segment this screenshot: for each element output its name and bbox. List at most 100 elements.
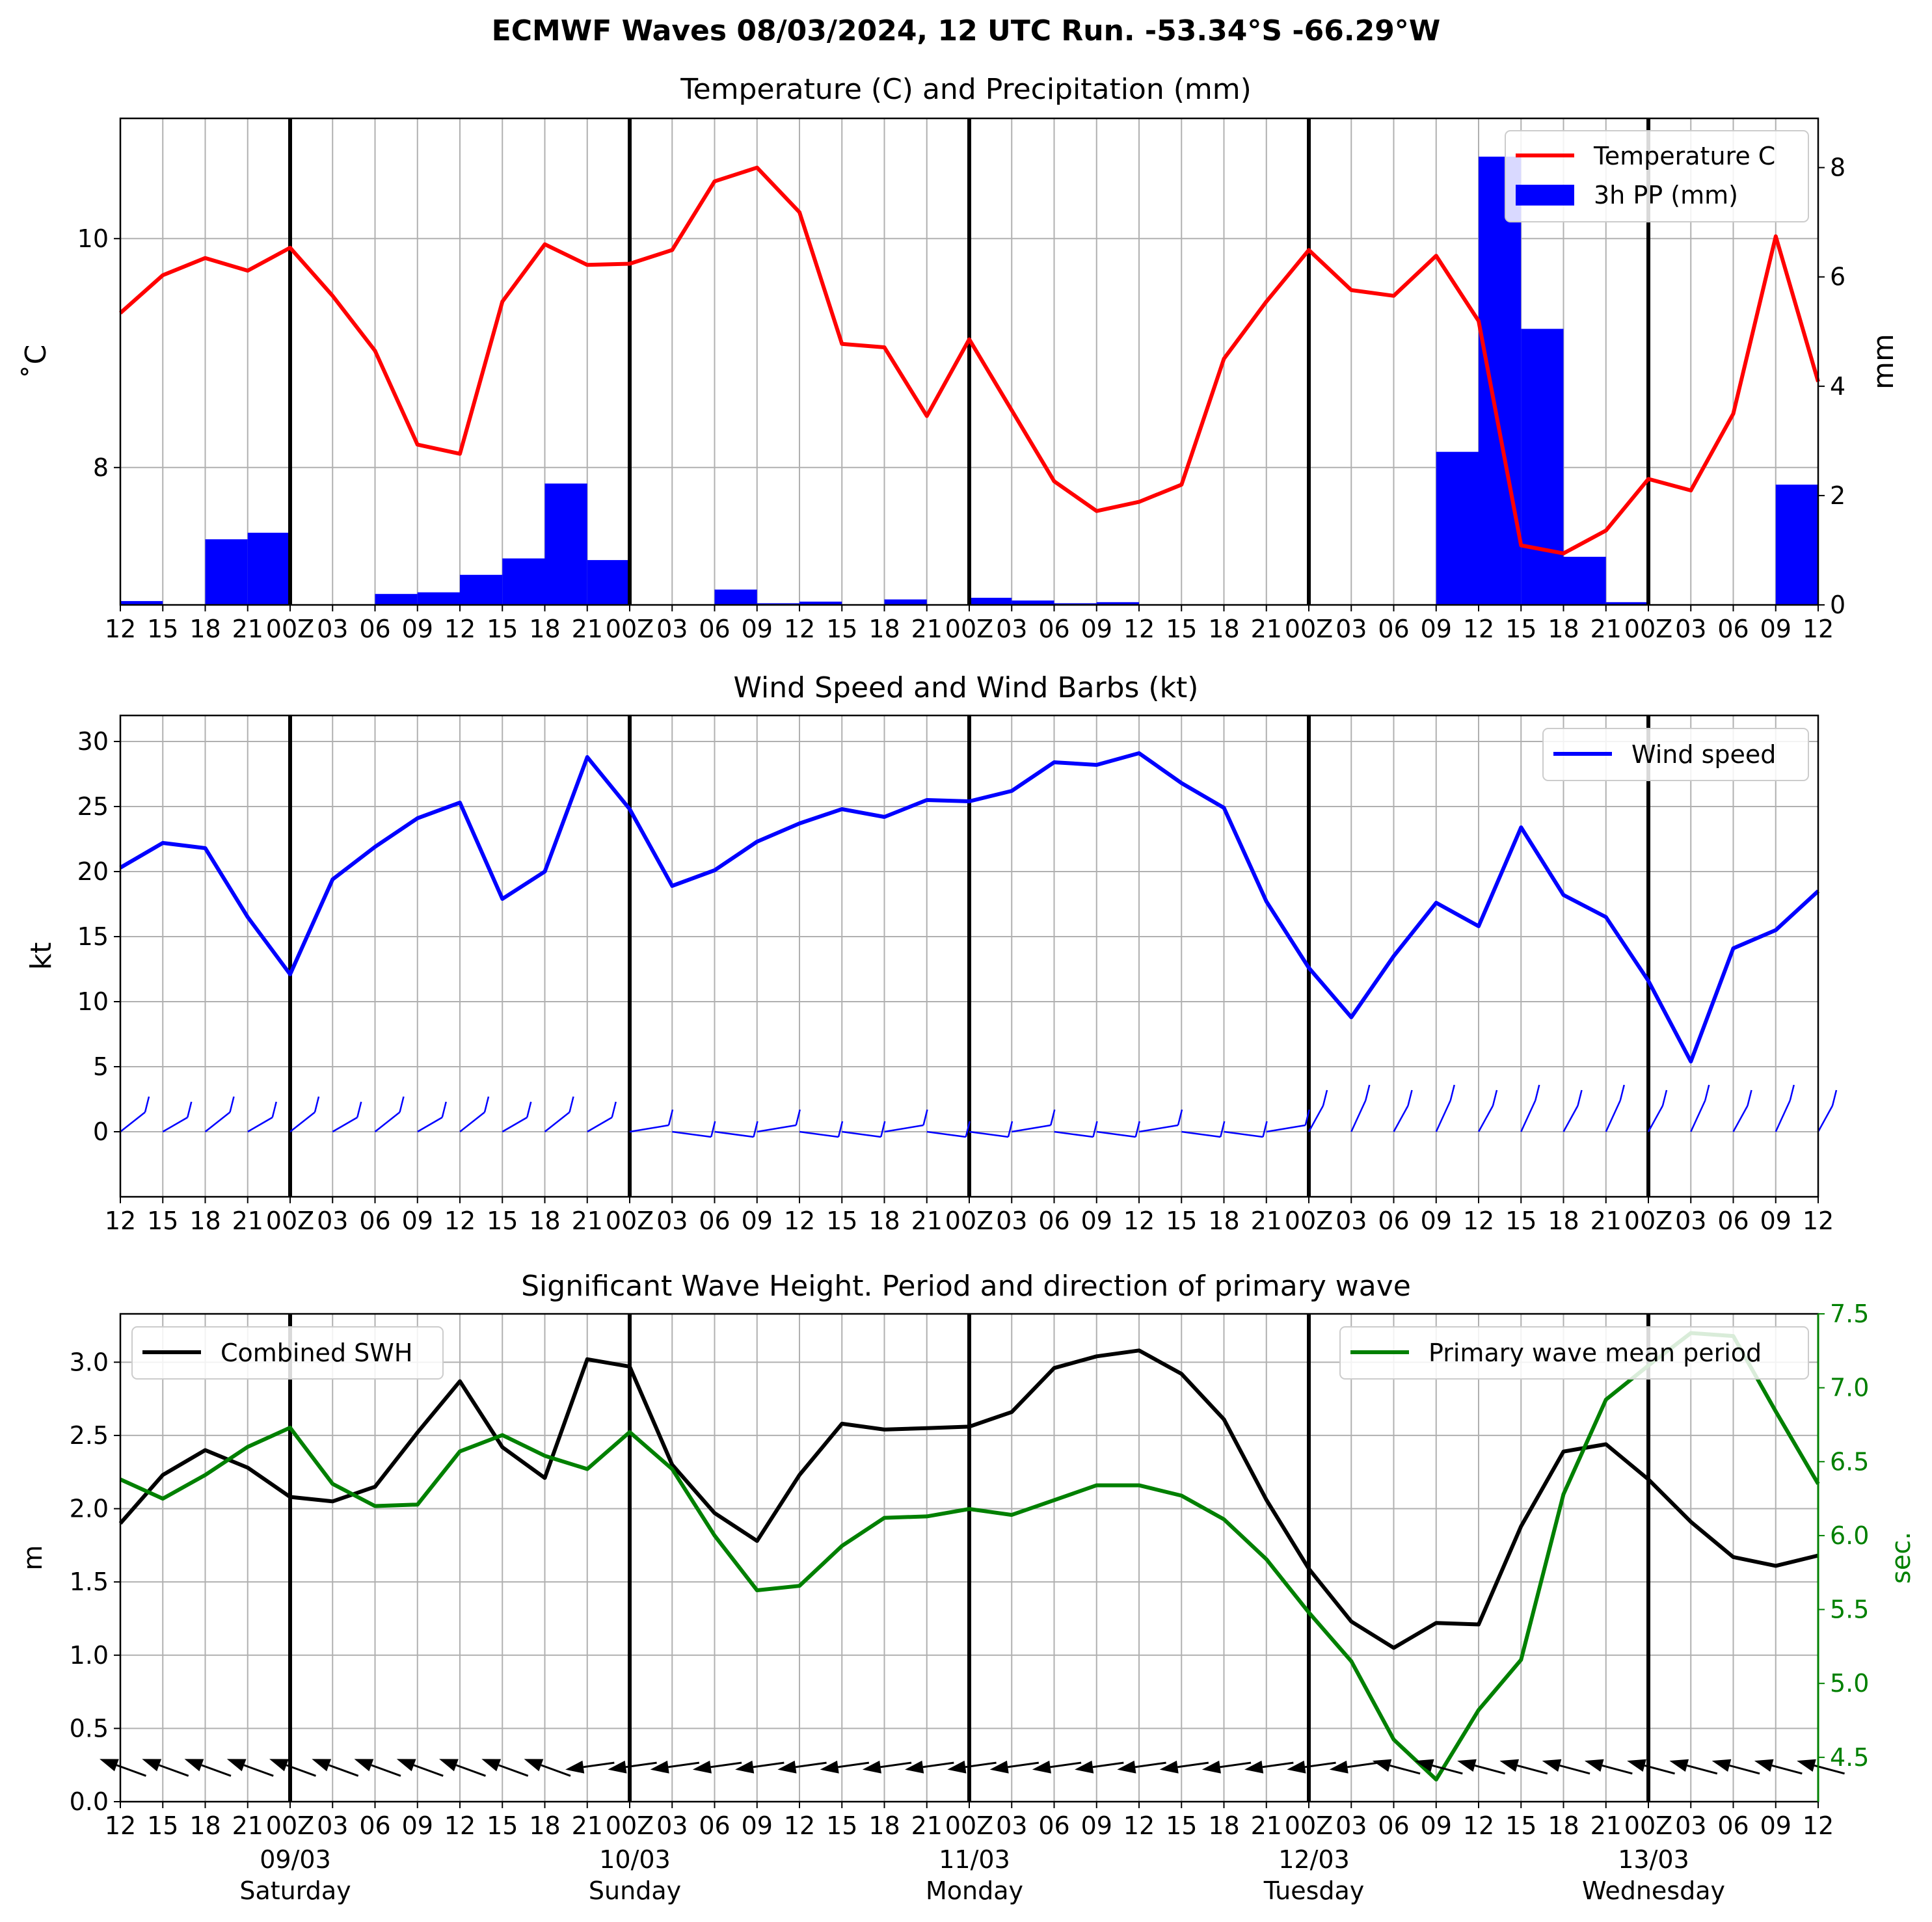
wind-barb-flag xyxy=(880,1121,886,1138)
wave-arrow-shaft xyxy=(1559,1764,1590,1775)
x-tick-label: 03 xyxy=(996,1811,1027,1840)
x-tick-label: 03 xyxy=(656,1811,688,1840)
x-tick-label: 12 xyxy=(444,615,476,643)
wind-barb-flag xyxy=(187,1101,193,1118)
wave-arrow-shaft xyxy=(541,1764,571,1777)
panel3-day-separators xyxy=(288,1314,1650,1802)
x-tick-label: 09 xyxy=(1081,1207,1112,1235)
x-tick-label: 06 xyxy=(359,1811,390,1840)
legend-period-label: Primary wave mean period xyxy=(1429,1339,1762,1367)
panel2-x-axis: 12 15 18 21 00Z 03 06 09 12 15 18 21 00Z 03 06 09 12 15 18… xyxy=(105,1197,1834,1235)
wave-direction-arrow xyxy=(777,1760,827,1774)
wind-barb-shaft xyxy=(926,1130,966,1138)
panel3-y-axis: 0.0 0.5 1.0 1.5 2.0 2.5 3.0 xyxy=(70,1348,120,1816)
wave-direction-arrow xyxy=(1754,1759,1803,1775)
period-axis-tick-label: 6.5 xyxy=(1830,1447,1869,1476)
wind-barb-flag xyxy=(922,1109,928,1126)
wind-barb-shaft xyxy=(842,1130,881,1138)
x-tick-label: 06 xyxy=(699,615,730,643)
x-tick-label: 00Z xyxy=(266,1207,314,1235)
wave-arrow-head xyxy=(650,1760,669,1774)
wave-arrow-shaft xyxy=(838,1761,870,1769)
precip-bar xyxy=(799,601,842,605)
x-tick-label: 15 xyxy=(1166,615,1197,643)
figure-suptitle: ECMWF Waves 08/03/2024, 12 UTC Run. -53.… xyxy=(492,14,1441,47)
x-tick-label: 03 xyxy=(1675,1811,1706,1840)
x-tick-label: 12 xyxy=(784,1811,815,1840)
x-tick-label: 00Z xyxy=(266,615,314,643)
wind-barb-flag xyxy=(441,1101,447,1118)
wave-arrow-head xyxy=(1627,1759,1646,1772)
wind-barb-shaft xyxy=(1520,1100,1536,1132)
period-axis-tick-label: 7.0 xyxy=(1830,1374,1869,1402)
wave-direction-arrow xyxy=(862,1760,912,1774)
wave-arrow-head xyxy=(1797,1759,1816,1772)
panel2-y-axis: 0 5 10 15 20 25 30 xyxy=(77,727,120,1146)
wind-barb-shaft xyxy=(1563,1105,1579,1132)
precip-axis-tick-label: 0 xyxy=(1830,591,1845,619)
wave-direction-arrow xyxy=(481,1759,529,1777)
wave-arrow-shaft xyxy=(455,1764,486,1777)
wave-direction-arrow xyxy=(692,1760,742,1774)
wave-arrow-head xyxy=(142,1759,162,1772)
wind-barb-shaft xyxy=(1817,1105,1834,1132)
wave-direction-arrow xyxy=(1669,1759,1718,1775)
wave-direction-arrow xyxy=(1584,1759,1633,1775)
precip-axis-tick-label: 6 xyxy=(1830,263,1845,291)
x-tick-label: 06 xyxy=(1717,615,1749,643)
x-tick-label: 03 xyxy=(1335,615,1367,643)
precip-bar xyxy=(375,594,418,605)
wind-barb-shaft xyxy=(1012,1124,1051,1133)
x-tick-label: 21 xyxy=(232,615,263,643)
x-tick-label: 00Z xyxy=(1285,1811,1333,1840)
wave-arrow-shaft xyxy=(1008,1761,1040,1769)
wind-barb-shaft xyxy=(587,1116,613,1133)
wind-barb-flag xyxy=(1050,1109,1056,1126)
precip-bar xyxy=(1436,451,1479,605)
x-tick-label: 03 xyxy=(996,1207,1027,1235)
x-tick-label: 09 xyxy=(1421,1207,1452,1235)
x-tick-label: 18 xyxy=(868,1207,900,1235)
wind-barb-flag xyxy=(795,1109,801,1126)
period-axis-tick-label: 6.0 xyxy=(1830,1521,1869,1550)
wind-barb-flag xyxy=(1661,1089,1668,1106)
x-tick-label: 09 xyxy=(1421,615,1452,643)
x-tick-label: 21 xyxy=(1590,1811,1622,1840)
x-tick-label: 18 xyxy=(1208,615,1239,643)
day-name-label: Tuesday xyxy=(1263,1876,1365,1905)
wave-direction-arrow xyxy=(1117,1760,1166,1774)
x-tick-label: 09 xyxy=(1081,615,1112,643)
x-tick-label: 03 xyxy=(656,615,688,643)
x-tick-label: 12 xyxy=(1803,615,1834,643)
x-tick-label: 15 xyxy=(147,1811,178,1840)
period-line xyxy=(119,1331,1820,1782)
wind-barb-flag xyxy=(1092,1121,1098,1138)
x-tick-label: 09 xyxy=(402,1811,433,1840)
wave-direction-arrow xyxy=(312,1759,359,1777)
panel1-legend-box xyxy=(1505,130,1809,222)
wave-direction-arrow xyxy=(439,1759,486,1777)
x-tick-label: 21 xyxy=(1251,1811,1282,1840)
wave-arrow-head xyxy=(396,1759,416,1772)
wind-barb-flag xyxy=(1619,1084,1625,1101)
wave-direction-arrow xyxy=(905,1760,954,1774)
x-tick-label: 12 xyxy=(444,1811,476,1840)
wave-arrow-shaft xyxy=(1389,1764,1421,1775)
x-tick-label: 06 xyxy=(1378,1811,1409,1840)
wind-barb-shaft xyxy=(120,1112,146,1132)
precip-bar xyxy=(460,574,503,605)
period-axis-tick-label: 4.5 xyxy=(1830,1743,1869,1772)
wind-barb-shaft xyxy=(1138,1124,1179,1133)
swh-axis-tick-label: 3.0 xyxy=(70,1348,109,1376)
wind-barb-flag xyxy=(837,1121,844,1138)
x-tick-label: 00Z xyxy=(1624,1811,1672,1840)
wind-barb-shaft xyxy=(459,1112,485,1132)
x-tick-label: 12 xyxy=(1803,1811,1834,1840)
wave-arrow-head xyxy=(905,1760,924,1774)
day-name-label: Saturday xyxy=(239,1876,351,1905)
x-tick-label: 09 xyxy=(1421,1811,1452,1840)
wind-barb-flag xyxy=(526,1101,532,1118)
wave-direction-arrow xyxy=(354,1759,401,1777)
wave-arrow-head xyxy=(1372,1759,1392,1772)
wave-direction-arrow xyxy=(1032,1760,1082,1774)
